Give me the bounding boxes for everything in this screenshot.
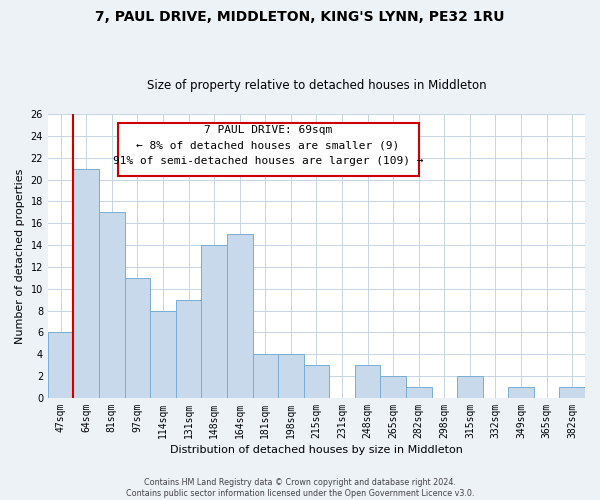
Title: Size of property relative to detached houses in Middleton: Size of property relative to detached ho… [146, 79, 486, 92]
Bar [508, 387, 534, 398]
Bar [559, 387, 585, 398]
Text: 91% of semi-detached houses are larger (109) →: 91% of semi-detached houses are larger (… [113, 156, 424, 166]
Text: Contains HM Land Registry data © Crown copyright and database right 2024.
Contai: Contains HM Land Registry data © Crown c… [126, 478, 474, 498]
Text: ← 8% of detached houses are smaller (9): ← 8% of detached houses are smaller (9) [136, 140, 400, 150]
Bar [48, 332, 73, 398]
Bar [202, 245, 227, 398]
Bar [73, 168, 99, 398]
Text: 7 PAUL DRIVE: 69sqm: 7 PAUL DRIVE: 69sqm [204, 125, 332, 135]
Bar [304, 365, 329, 398]
Bar [406, 387, 431, 398]
Bar [227, 234, 253, 398]
FancyBboxPatch shape [118, 122, 419, 176]
X-axis label: Distribution of detached houses by size in Middleton: Distribution of detached houses by size … [170, 445, 463, 455]
Bar [150, 310, 176, 398]
Bar [125, 278, 150, 398]
Y-axis label: Number of detached properties: Number of detached properties [15, 168, 25, 344]
Bar [380, 376, 406, 398]
Bar [278, 354, 304, 398]
Text: 7, PAUL DRIVE, MIDDLETON, KING'S LYNN, PE32 1RU: 7, PAUL DRIVE, MIDDLETON, KING'S LYNN, P… [95, 10, 505, 24]
Bar [253, 354, 278, 398]
Bar [355, 365, 380, 398]
Bar [457, 376, 482, 398]
Bar [99, 212, 125, 398]
Bar [176, 300, 202, 398]
